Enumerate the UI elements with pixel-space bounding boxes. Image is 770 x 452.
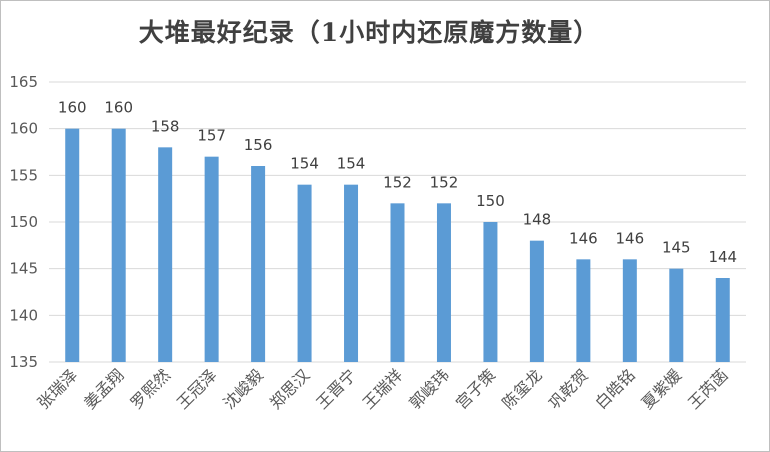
x-tick-label: 郑思汉 <box>266 365 313 412</box>
bar <box>669 268 684 362</box>
bar <box>251 166 266 362</box>
x-tick-label: 王晋宁 <box>312 365 359 412</box>
y-tick-label: 165 <box>9 73 38 91</box>
bar <box>715 278 730 362</box>
data-label: 157 <box>197 127 226 145</box>
data-label: 152 <box>430 173 459 191</box>
data-label: 160 <box>104 99 133 117</box>
y-tick-label: 140 <box>9 306 38 324</box>
x-tick-label: 白皓铭 <box>591 365 638 412</box>
x-tick-label: 王瑞祥 <box>359 365 406 412</box>
bar <box>529 240 544 362</box>
x-tick-label: 宫子策 <box>452 365 499 412</box>
x-tick-label: 王冠泽 <box>173 365 220 412</box>
x-tick-label: 巩乾贺 <box>545 365 592 412</box>
bar <box>158 147 173 362</box>
data-label: 144 <box>708 248 737 266</box>
bar <box>65 128 80 362</box>
x-tick-label: 沈峻毅 <box>220 365 267 412</box>
bar <box>390 203 405 362</box>
bar <box>622 259 637 362</box>
x-tick-label: 夏紫媛 <box>638 365 685 412</box>
x-tick-label: 陈玺龙 <box>498 365 545 412</box>
data-label: 154 <box>290 155 319 173</box>
chart-title: 大堆最好纪录（1小时内还原魔方数量） <box>138 18 600 47</box>
bar <box>483 222 498 362</box>
data-label: 152 <box>383 173 412 191</box>
bar <box>344 184 359 362</box>
data-label: 158 <box>151 117 180 135</box>
x-tick-label: 姜孟翔 <box>80 365 127 412</box>
x-tick-label: 郭峻玮 <box>405 365 452 412</box>
y-tick-label: 160 <box>9 120 38 138</box>
y-tick-label: 150 <box>9 213 38 231</box>
bar <box>297 184 312 362</box>
data-label: 145 <box>662 239 691 257</box>
data-label: 146 <box>569 229 598 247</box>
y-tick-label: 155 <box>9 166 38 184</box>
x-tick-label: 张瑞泽 <box>34 365 81 412</box>
bar <box>436 203 451 362</box>
data-label: 150 <box>476 192 505 210</box>
data-label: 160 <box>58 99 87 117</box>
bar <box>111 128 126 362</box>
bar <box>204 156 219 362</box>
bar <box>576 259 591 362</box>
y-tick-label: 145 <box>9 260 38 278</box>
x-tick-label: 王芮菡 <box>684 365 731 412</box>
y-tick-label: 135 <box>9 353 38 371</box>
data-label: 154 <box>337 155 366 173</box>
data-label: 146 <box>616 229 645 247</box>
data-label: 148 <box>523 211 552 229</box>
data-label: 156 <box>244 136 273 154</box>
x-tick-label: 罗熙然 <box>127 365 174 412</box>
